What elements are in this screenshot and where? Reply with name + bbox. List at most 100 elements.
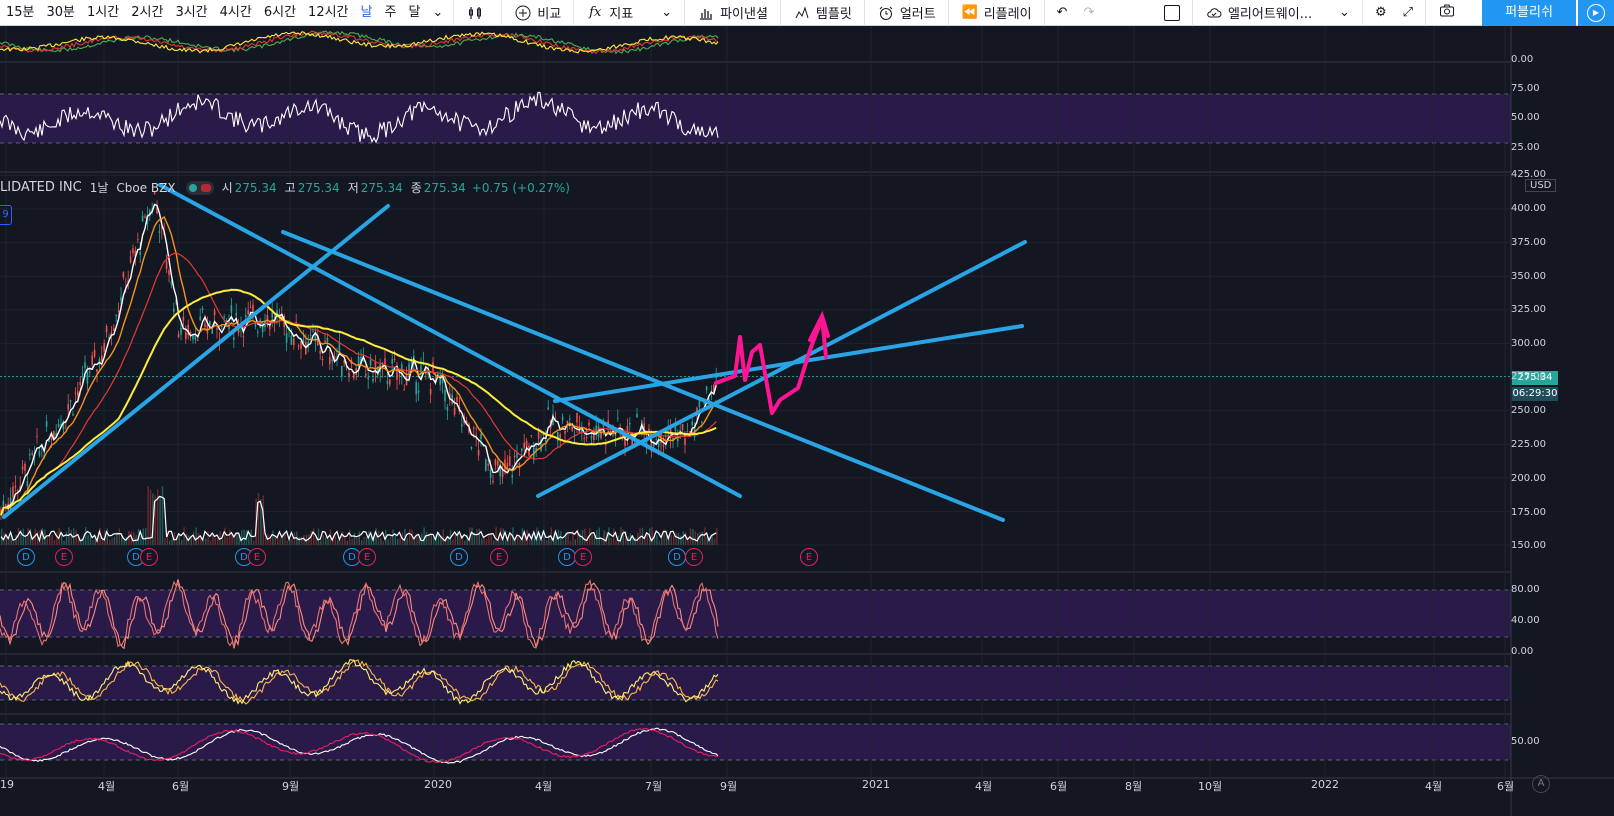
candle-body xyxy=(182,316,185,321)
volume-bar xyxy=(677,532,680,545)
candle-body xyxy=(329,356,331,365)
publish-button[interactable]: 퍼블리쉬 xyxy=(1482,0,1576,26)
alarm-clock-icon xyxy=(877,4,895,22)
indicators-button[interactable]: fx 지표 ⌄ xyxy=(578,0,680,26)
volume-bar xyxy=(161,486,164,545)
candle-body xyxy=(516,452,518,458)
snapshot-button[interactable] xyxy=(1430,0,1464,26)
candle-body xyxy=(41,446,43,448)
fullscreen-button[interactable]: ⤢ xyxy=(1395,0,1421,26)
earnings-marker[interactable]: E xyxy=(490,548,508,566)
templates-button[interactable]: 템플릿 xyxy=(785,0,860,26)
volume-bar xyxy=(101,539,104,545)
top-toolbar: 15분 30분 1시간 2시간 3시간 4시간 6시간 12시간 날 주 달 ⌄ 비교 fx 지표 … xyxy=(0,0,1614,26)
candle-body xyxy=(569,418,571,420)
timeframe-7[interactable]: 12시간 xyxy=(308,4,349,20)
volume-bar xyxy=(601,538,603,545)
date-label: 6월 xyxy=(1050,780,1068,793)
volume-bar xyxy=(92,539,94,545)
volume-bar xyxy=(257,493,260,545)
volume-bar xyxy=(51,534,53,545)
currency-badge[interactable]: USD xyxy=(1525,179,1557,192)
play-button[interactable]: ▶ xyxy=(1578,0,1614,26)
candle-body xyxy=(108,337,110,339)
redo-button[interactable]: ↷ xyxy=(1075,0,1102,26)
auto-scale-button[interactable]: A xyxy=(1532,775,1550,793)
candle-body xyxy=(590,436,593,439)
volume-bar xyxy=(553,536,555,545)
volume-bar xyxy=(82,538,84,545)
candle-body xyxy=(122,272,125,278)
volume-bar xyxy=(89,532,92,545)
chart-canvas[interactable] xyxy=(0,26,1614,816)
timeframe-dropdown-icon[interactable]: ⌄ xyxy=(432,4,444,20)
timeframe-10[interactable]: 달 xyxy=(408,4,421,20)
earnings-marker[interactable]: E xyxy=(140,548,158,566)
replay-button[interactable]: ⏪ 리플레이 xyxy=(953,0,1040,26)
volume-bar xyxy=(349,529,351,545)
volume-bar xyxy=(65,531,68,545)
dividend-marker[interactable]: D xyxy=(450,548,468,566)
timeframe-8[interactable]: 날 xyxy=(360,4,373,20)
earnings-marker[interactable]: E xyxy=(248,548,266,566)
candle-body xyxy=(480,434,482,440)
candle-body xyxy=(576,412,578,423)
earnings-marker[interactable]: E xyxy=(800,548,818,566)
symbol-name[interactable]: LIDATED INC xyxy=(0,180,82,195)
earnings-marker[interactable]: E xyxy=(685,548,703,566)
settings-button[interactable]: ⚙ xyxy=(1367,0,1395,26)
volume-bar xyxy=(111,538,113,545)
candle-body xyxy=(441,377,444,384)
candle-body xyxy=(681,424,684,431)
bar-chart-icon xyxy=(697,4,715,22)
timeframe-5[interactable]: 4시간 xyxy=(219,4,252,20)
timeframe-9[interactable]: 주 xyxy=(384,4,397,20)
candle-style-button[interactable] xyxy=(458,0,497,26)
candle-body xyxy=(245,315,247,318)
timeframe-2[interactable]: 1시간 xyxy=(87,4,120,20)
visibility-toggle-icon[interactable] xyxy=(185,180,214,195)
price-label: 300.00 xyxy=(1511,338,1546,349)
volume-bar xyxy=(346,540,348,545)
volume-bar xyxy=(464,540,466,545)
dividend-marker[interactable]: D xyxy=(17,548,35,566)
earnings-marker[interactable]: E xyxy=(574,548,592,566)
cloud-layout-button[interactable]: 엘리어트웨이... ⌄ xyxy=(1197,0,1358,26)
series-count-badge[interactable]: 9 xyxy=(0,205,12,225)
stochastic-label: 80.00 xyxy=(1511,584,1540,595)
candle-body xyxy=(96,369,98,373)
timeframe-6[interactable]: 6시간 xyxy=(263,4,297,20)
low-key: 저 xyxy=(347,181,359,195)
play-icon: ▶ xyxy=(1587,4,1605,22)
candle-body xyxy=(369,359,372,366)
financials-button[interactable]: 파이낸셜 xyxy=(689,0,776,26)
timeframe-group: 15분 30분 1시간 2시간 3시간 4시간 6시간 12시간 날 주 달 xyxy=(0,0,426,26)
candle-body xyxy=(57,423,60,428)
volume-bar xyxy=(483,537,485,545)
volume-bar xyxy=(711,534,713,545)
fullscreen-select-button[interactable] xyxy=(1156,0,1188,26)
volume-bar xyxy=(243,529,245,545)
dividend-marker[interactable]: D xyxy=(668,548,686,566)
undo-button[interactable]: ↶ xyxy=(1049,0,1076,26)
timeframe-0[interactable]: 15분 xyxy=(6,4,35,20)
volume-bar xyxy=(291,539,293,545)
symbol-legend: LIDATED INC 1날 Cboe BZX 시 275.34 고 275.34 … xyxy=(0,179,570,196)
bottom-oscillator-line xyxy=(0,727,719,764)
earnings-marker[interactable]: E xyxy=(55,548,73,566)
volume-bar xyxy=(524,533,526,545)
open-value: 275.34 xyxy=(234,180,277,195)
timeframe-4[interactable]: 3시간 xyxy=(175,4,208,20)
candle-body xyxy=(636,413,638,418)
alert-button[interactable]: 얼러트 xyxy=(869,0,944,26)
candle-body xyxy=(69,400,72,402)
volume-bar xyxy=(5,535,8,545)
volume-bar xyxy=(459,535,461,545)
candle-body xyxy=(357,356,360,367)
candle-body xyxy=(149,210,151,216)
candle-body xyxy=(53,431,55,440)
timeframe-1[interactable]: 30분 xyxy=(46,4,76,20)
earnings-marker[interactable]: E xyxy=(358,548,376,566)
compare-button[interactable]: 비교 xyxy=(506,0,569,26)
timeframe-3[interactable]: 2시간 xyxy=(131,4,164,20)
